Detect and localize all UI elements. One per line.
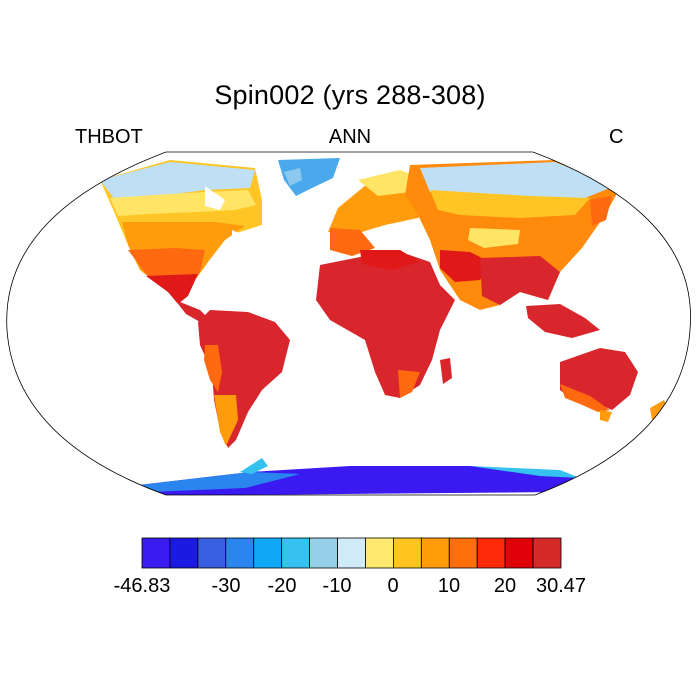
colorbar-swatch [197,537,227,569]
colorbar-tick-label: 0 [387,575,398,597]
region-australia [560,348,668,422]
region-antarctica [130,458,580,495]
colorbar-tick-label: -30 [212,575,241,597]
colorbar-swatch [169,537,199,569]
region-south-america [198,310,290,448]
colorbar-tick-label: 20 [494,575,516,597]
colorbar-tick-label: -20 [268,575,297,597]
region-asia [405,160,620,338]
colorbar-swatch [225,537,255,569]
colorbar-swatch [365,537,394,569]
plot-title: Spin002 (yrs 288-308) [214,80,486,110]
colorbar-swatch [141,537,171,569]
colorbar-swatch [309,537,338,569]
colorbar-swatch [476,537,506,569]
colorbar-swatch [420,537,450,569]
colorbar-swatch [448,537,478,569]
colorbar-tick-label: -46.83 [114,575,171,597]
colorbar-swatch [281,537,311,569]
colorbar-swatch [504,537,534,569]
region-north-america [100,160,262,324]
colorbar-swatch [532,537,562,569]
units-label: C [609,126,624,148]
region-greenland [278,158,340,196]
season-label: ANN [328,126,372,148]
colorbar-tick-label: -10 [323,575,352,597]
region-africa [316,250,455,398]
variable-label: THBOT [75,126,143,148]
colorbar-swatch [337,537,366,569]
colorbar-tick-label: 10 [438,575,460,597]
map-boundary [6,151,691,496]
colorbar-swatch [253,537,283,569]
colorbar-tick-label: 30.47 [536,575,586,597]
colorbar-swatch [392,537,422,569]
